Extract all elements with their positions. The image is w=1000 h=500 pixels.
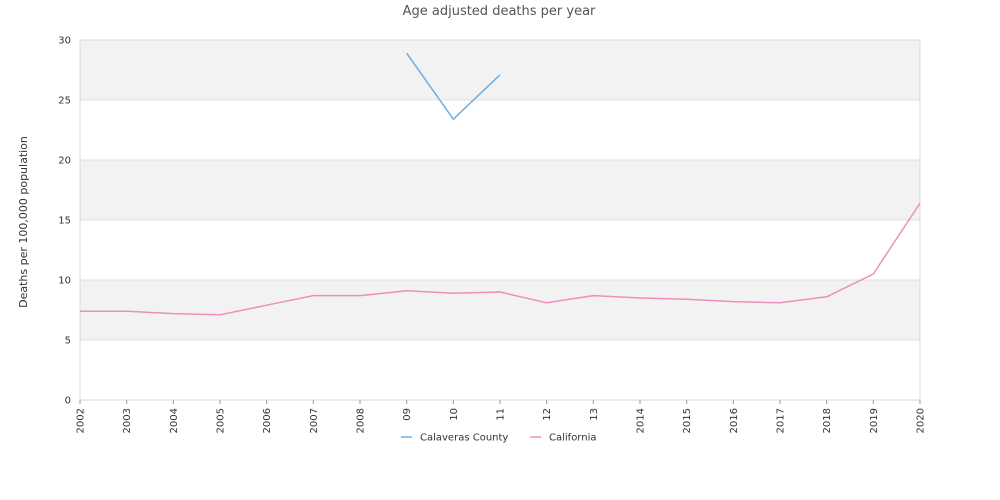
legend: Calaveras County California <box>401 433 597 444</box>
legend-label-calaveras-county: Calaveras County <box>420 433 508 444</box>
x-tick-label: 2016 <box>729 408 740 433</box>
legend-label-california: California <box>549 433 597 444</box>
y-tick-label: 20 <box>58 156 71 167</box>
plot-band <box>80 340 920 400</box>
y-tick-label: 25 <box>58 96 71 107</box>
x-tick-label: 2014 <box>636 408 647 433</box>
y-tick-label: 15 <box>58 216 71 227</box>
plot-band <box>80 40 920 100</box>
series-line-calaveras-county <box>406 52 501 120</box>
plot-band <box>80 220 920 280</box>
x-tick-label: 2003 <box>122 408 133 433</box>
x-tick-label: 11 <box>496 408 507 421</box>
x-tick-label: 12 <box>542 408 553 421</box>
x-tick-label: 2017 <box>776 408 787 433</box>
x-tick-label: 2006 <box>262 408 273 433</box>
x-tick-label: 2002 <box>76 408 87 433</box>
y-tick-label: 5 <box>65 336 71 347</box>
x-tick-label: 10 <box>449 408 460 421</box>
y-tick-label: 30 <box>58 36 71 47</box>
x-tick-label: 2018 <box>822 408 833 433</box>
plot-band <box>80 160 920 220</box>
x-tick-label: 2004 <box>169 408 180 433</box>
plot-band <box>80 280 920 340</box>
y-axis: 0 5 10 15 20 25 30 <box>58 36 71 407</box>
plot-band <box>80 100 920 160</box>
x-tick-label: 2015 <box>682 408 693 433</box>
y-tick-label: 0 <box>65 396 71 407</box>
x-tick-label: 13 <box>589 408 600 421</box>
plot-background <box>80 40 920 400</box>
x-tick-label: 2007 <box>309 408 320 433</box>
x-axis: 2002 2003 2004 2005 2006 2007 2008 09 10 11 12 13 20… <box>76 400 927 433</box>
y-tick-label: 10 <box>58 276 71 287</box>
series-line-california <box>80 202 921 316</box>
series-layer <box>80 52 921 316</box>
x-tick-label: 2020 <box>916 408 927 433</box>
x-tick-label: 2019 <box>869 408 880 433</box>
x-tick-label: 2005 <box>216 408 227 433</box>
y-axis-label: Deaths per 100,000 population <box>17 136 30 308</box>
x-tick-label: 2008 <box>356 408 367 433</box>
x-tick-label: 09 <box>402 408 413 421</box>
chart-title: Age adjusted deaths per year <box>403 4 596 19</box>
